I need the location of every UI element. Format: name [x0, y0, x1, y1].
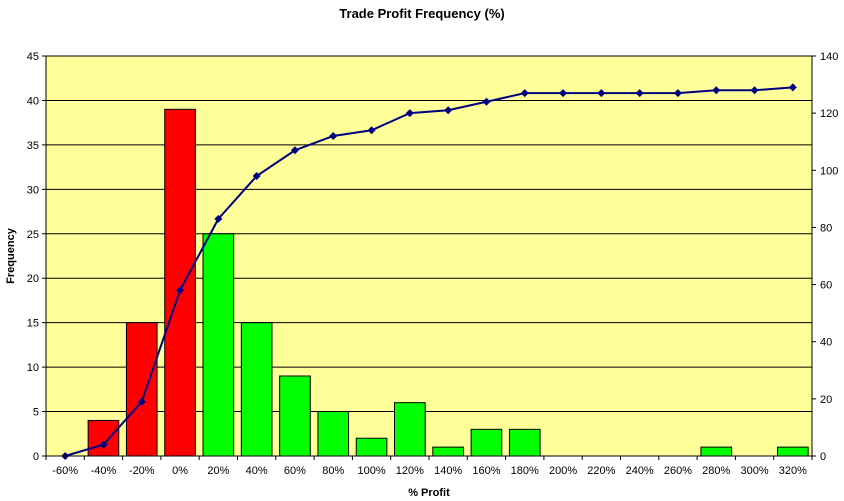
- line-point: [750, 86, 759, 95]
- line-point: [788, 83, 797, 92]
- x-tick-label: 180%: [511, 465, 539, 477]
- bar: [508, 428, 541, 457]
- line-point: [176, 286, 185, 295]
- left-tick-label: 45: [27, 51, 39, 63]
- x-axis-title: % Profit: [408, 487, 450, 499]
- bar: [240, 322, 273, 457]
- bar: [202, 233, 235, 457]
- left-tick-label: 15: [27, 318, 39, 330]
- left-tick-label: 5: [33, 407, 39, 419]
- cumulative-line: [64, 86, 793, 457]
- right-tick-label: 80: [820, 222, 832, 234]
- left-tick-label: 30: [27, 184, 39, 196]
- bar: [777, 446, 809, 457]
- x-tick-label: -20%: [129, 465, 155, 477]
- x-tick-label: 80%: [322, 465, 344, 477]
- line-point: [214, 214, 223, 223]
- line-point: [405, 109, 414, 118]
- right-tick-label: 140: [820, 51, 838, 63]
- x-tick-label: 100%: [357, 465, 385, 477]
- line-point: [329, 132, 338, 140]
- bar: [317, 411, 350, 457]
- plot-area: [45, 55, 813, 457]
- bar: [125, 322, 158, 457]
- bar: [394, 402, 426, 457]
- line-point: [712, 86, 721, 95]
- bar: [164, 108, 196, 457]
- line-point: [673, 89, 682, 98]
- x-tick-label: 120%: [396, 465, 424, 477]
- x-tick-label: 0%: [172, 465, 188, 477]
- left-tick-label: 0: [33, 451, 39, 463]
- bar: [470, 428, 503, 457]
- x-tick-label: -40%: [91, 465, 117, 477]
- line-point: [367, 126, 376, 135]
- bar: [700, 446, 733, 457]
- line-point: [635, 89, 644, 98]
- line-point: [597, 89, 606, 98]
- x-tick-label: 20%: [207, 465, 229, 477]
- x-tick-label: 300%: [740, 465, 768, 477]
- line-point: [290, 146, 299, 155]
- line-point: [137, 397, 146, 406]
- line-point: [520, 89, 529, 98]
- line-point: [99, 440, 108, 449]
- x-tick-label: 60%: [284, 465, 306, 477]
- left-tick-label: 20: [27, 273, 39, 285]
- x-tick-label: 200%: [549, 465, 577, 477]
- line-point: [482, 97, 491, 106]
- right-tick-label: 0: [820, 451, 826, 463]
- line-point: [559, 89, 568, 98]
- right-tick-label: 60: [820, 280, 832, 292]
- line-point: [444, 106, 453, 115]
- chart-title: Trade Profit Frequency (%): [339, 6, 505, 21]
- left-tick-label: 25: [27, 229, 39, 241]
- x-tick-label: 220%: [587, 465, 615, 477]
- x-tick-label: 240%: [626, 465, 654, 477]
- right-tick-label: 100: [820, 165, 838, 177]
- y-axis-title: Frequency: [5, 227, 17, 284]
- left-tick-label: 10: [27, 362, 39, 374]
- left-tick-label: 40: [27, 95, 39, 107]
- x-tick-label: 280%: [702, 465, 730, 477]
- x-tick-label: 140%: [434, 465, 462, 477]
- bar: [355, 437, 388, 457]
- line-point: [252, 172, 261, 180]
- x-tick-label: 260%: [664, 465, 692, 477]
- x-tick-label: 160%: [472, 465, 500, 477]
- right-tick-label: 120: [820, 108, 838, 120]
- x-tick-label: 40%: [246, 465, 268, 477]
- bar: [279, 375, 311, 457]
- x-tick-label: 320%: [779, 465, 807, 477]
- right-tick-label: 20: [820, 394, 832, 406]
- bar: [432, 446, 464, 457]
- bar: [87, 419, 120, 457]
- left-tick-label: 35: [27, 140, 39, 152]
- right-tick-label: 40: [820, 337, 832, 349]
- x-tick-label: -60%: [52, 465, 78, 477]
